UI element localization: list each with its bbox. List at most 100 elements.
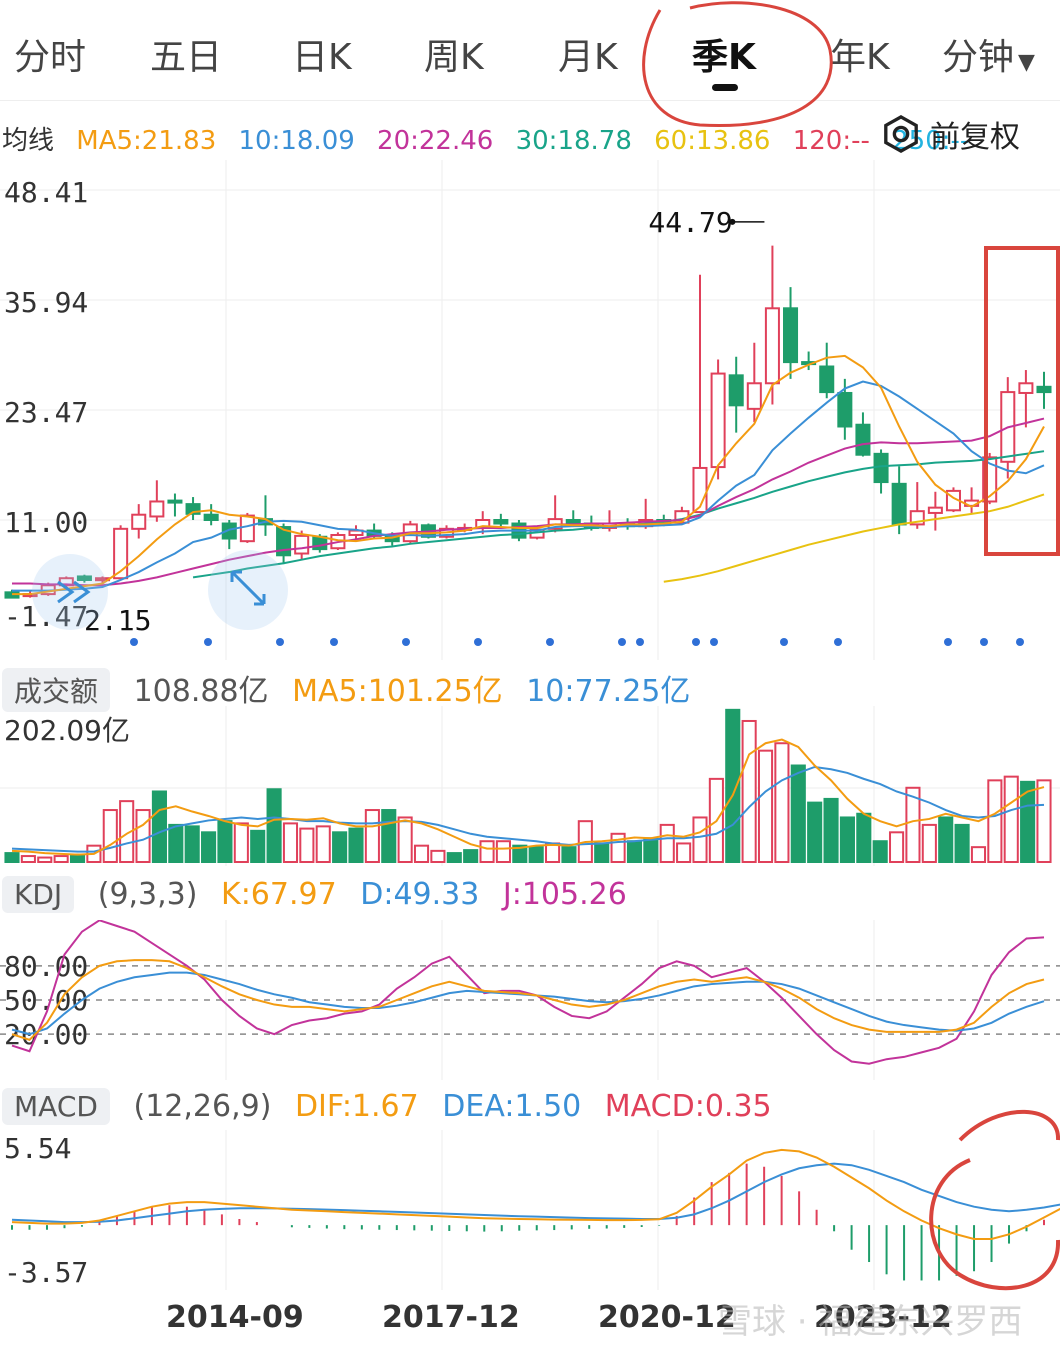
ma60-line xyxy=(663,493,1045,583)
event-dot xyxy=(980,638,988,646)
volume-bar-up xyxy=(1003,775,1019,863)
volume-bar-up xyxy=(364,809,380,864)
ma120-value: 120:-- xyxy=(792,126,870,156)
volume-bar-down xyxy=(446,852,462,864)
kdj-k-line xyxy=(11,959,1045,1041)
tab-weekly-k[interactable]: 周K xyxy=(424,37,484,78)
candle-down xyxy=(221,522,237,540)
volume-bar-up xyxy=(479,840,495,863)
volume-bar-up xyxy=(970,846,987,864)
volume-title[interactable]: 成交额 xyxy=(2,668,111,712)
volume-bar-down xyxy=(954,823,970,864)
dropdown-caret-icon: ▼ xyxy=(1018,50,1035,75)
macd-params: (12,26,9) xyxy=(133,1089,272,1124)
volume-bar-up xyxy=(1036,779,1052,863)
tab-quarterly-k[interactable]: 季K xyxy=(692,37,756,78)
volume-bar-up xyxy=(397,816,413,863)
adjustment-label: 前复权 xyxy=(930,120,1020,155)
candle-down xyxy=(837,391,853,428)
volume-bar-down xyxy=(512,844,528,863)
ma20-value: 20:22.46 xyxy=(377,126,494,156)
volume-chart[interactable]: 202.09亿 xyxy=(0,706,1060,866)
volume-bar-up xyxy=(921,823,937,864)
volume-bar-down xyxy=(4,852,20,864)
event-dot xyxy=(1016,638,1024,646)
volume-bar-up xyxy=(413,844,430,863)
active-tab-indicator xyxy=(712,84,738,91)
candle-down xyxy=(167,499,183,504)
volume-bar-down xyxy=(626,840,643,863)
event-dot xyxy=(780,638,788,646)
candle-down xyxy=(891,482,907,526)
ma30-value: 30:18.78 xyxy=(515,126,632,156)
tab-wuri[interactable]: 五日 xyxy=(150,37,223,78)
volume-ma5-line xyxy=(11,738,1045,856)
volume-bar-down xyxy=(643,837,659,863)
candle-up xyxy=(239,514,255,543)
volume-bar-down xyxy=(151,790,167,863)
event-dot xyxy=(692,638,700,646)
candle-down xyxy=(819,365,835,394)
tab-daily-k[interactable]: 日K xyxy=(292,37,352,78)
x-label-3: 2020-12 xyxy=(598,1300,736,1335)
volume-bar-down xyxy=(201,831,217,863)
event-dot xyxy=(474,638,482,646)
x-label-1: 2014-09 xyxy=(166,1300,304,1335)
candle-down xyxy=(873,452,889,484)
volume-bar-down xyxy=(594,842,610,863)
candle-up xyxy=(113,527,129,580)
volume-bar-down xyxy=(217,820,233,863)
volume-bar-up xyxy=(692,816,708,863)
volume-bar-up xyxy=(102,809,118,864)
macd-dif-value: DIF:1.67 xyxy=(294,1089,419,1124)
volume-bar-down xyxy=(250,829,266,863)
volume-bar-up xyxy=(20,855,36,864)
x-label-2: 2017-12 xyxy=(382,1300,520,1335)
volume-bar-down xyxy=(168,823,184,864)
adjustment-toggle[interactable]: 前复权 xyxy=(882,112,1020,156)
volume-bar-up xyxy=(135,809,151,864)
settings-hexagon-icon xyxy=(884,115,918,153)
volume-bar-up xyxy=(741,719,757,863)
price-chart[interactable]: 48.41 35.94 23.47 11.00 -1.47 44.79 2.15 xyxy=(0,160,1060,660)
kdj-title[interactable]: KDJ xyxy=(2,876,75,913)
volume-bar-up xyxy=(315,825,331,863)
candle-down xyxy=(493,519,509,525)
tab-minute[interactable]: 分钟 ▼ xyxy=(942,28,1035,80)
volume-bar-up xyxy=(610,832,626,864)
candle-up xyxy=(1018,382,1034,394)
volume-bar-down xyxy=(807,801,823,863)
event-dot xyxy=(276,638,284,646)
candle-down xyxy=(1036,385,1052,394)
macd-title[interactable]: MACD xyxy=(2,1088,110,1125)
volume-bar-down xyxy=(184,825,200,863)
macd-hist-value: MACD:0.35 xyxy=(604,1089,772,1124)
candle-up xyxy=(764,307,780,385)
tab-monthly-k[interactable]: 月K xyxy=(558,37,618,78)
macd-chart[interactable]: 5.54 -3.57 xyxy=(0,1130,1060,1290)
volume-ma5-value: MA5:101.25亿 xyxy=(292,674,503,709)
macd-max-label: 5.54 xyxy=(4,1132,71,1165)
ma60-value: 60:13.86 xyxy=(654,126,771,156)
volume-bar-down xyxy=(528,846,544,864)
volume-bar-up xyxy=(905,786,921,863)
volume-bar-down xyxy=(872,840,888,863)
volume-bar-up xyxy=(430,849,446,864)
volume-ma10-line xyxy=(11,765,1045,853)
candle-down xyxy=(203,513,219,522)
volume-bar-up xyxy=(233,822,249,863)
volume-bar-down xyxy=(823,797,839,863)
volume-value: 108.88亿 xyxy=(133,674,269,709)
tab-yearly-k[interactable]: 年K xyxy=(830,37,890,78)
event-dot xyxy=(130,638,138,646)
ma5-value: MA5:21.83 xyxy=(76,126,217,156)
kdj-params: (9,3,3) xyxy=(97,877,198,912)
ma-legend: 均线 MA5:21.83 10:18.09 20:22.46 30:18.78 … xyxy=(2,120,983,157)
expand-arrows-icon xyxy=(230,570,266,606)
volume-bar-up xyxy=(119,800,135,864)
tab-fenshi[interactable]: 分时 xyxy=(14,37,87,78)
volume-bar-down xyxy=(266,788,282,863)
event-dot xyxy=(618,638,626,646)
event-dot xyxy=(402,638,410,646)
